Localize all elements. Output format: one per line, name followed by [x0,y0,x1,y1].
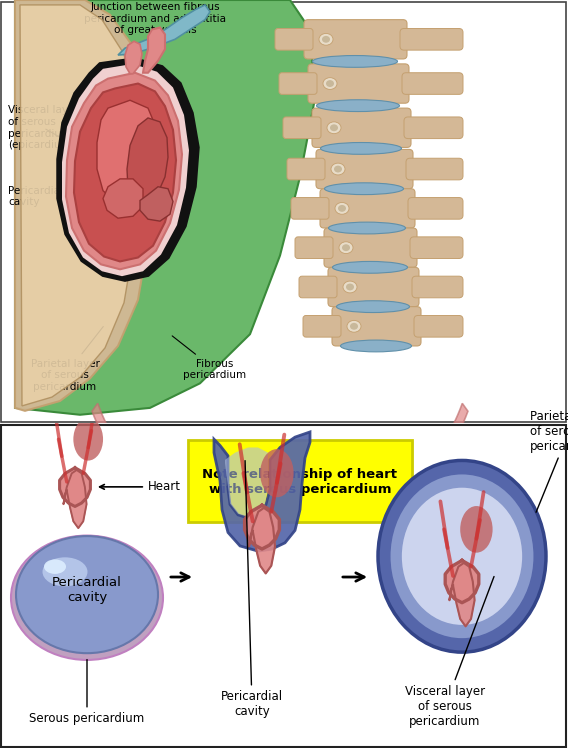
FancyBboxPatch shape [299,276,337,298]
FancyBboxPatch shape [312,108,411,147]
FancyBboxPatch shape [295,237,333,259]
Polygon shape [225,447,268,517]
Ellipse shape [16,536,158,653]
Ellipse shape [350,323,358,330]
FancyBboxPatch shape [283,117,321,138]
Ellipse shape [390,473,534,640]
Polygon shape [118,5,210,55]
Ellipse shape [320,143,402,154]
Ellipse shape [342,245,350,251]
Polygon shape [15,0,152,411]
FancyBboxPatch shape [324,228,417,267]
FancyBboxPatch shape [279,73,317,94]
Polygon shape [143,28,165,73]
Ellipse shape [330,124,338,131]
Ellipse shape [322,36,330,43]
Ellipse shape [378,461,546,652]
Text: Pericardial
cavity: Pericardial cavity [8,186,70,207]
Polygon shape [97,100,157,203]
Polygon shape [66,73,182,269]
Ellipse shape [324,183,403,194]
Polygon shape [214,432,310,551]
Ellipse shape [11,536,163,660]
FancyBboxPatch shape [291,197,329,219]
FancyBboxPatch shape [1,425,566,747]
FancyBboxPatch shape [275,28,313,50]
Polygon shape [20,5,138,406]
FancyBboxPatch shape [402,73,463,94]
FancyBboxPatch shape [188,441,412,522]
Polygon shape [245,506,279,549]
Ellipse shape [328,222,406,234]
Ellipse shape [335,203,349,214]
Ellipse shape [340,340,411,352]
FancyBboxPatch shape [406,159,463,180]
Polygon shape [74,84,176,262]
Ellipse shape [44,560,66,574]
Ellipse shape [343,281,357,293]
FancyBboxPatch shape [400,28,463,50]
Text: Note relationship of heart
with serous pericardium: Note relationship of heart with serous p… [203,468,398,496]
Text: Pericardial
cavity: Pericardial cavity [221,461,283,719]
Ellipse shape [346,283,354,290]
Ellipse shape [73,418,103,461]
FancyBboxPatch shape [1,2,566,422]
Polygon shape [127,118,168,200]
Ellipse shape [331,163,345,175]
FancyBboxPatch shape [287,159,325,180]
FancyBboxPatch shape [304,19,407,59]
FancyBboxPatch shape [408,197,463,219]
Ellipse shape [260,449,294,497]
Ellipse shape [319,34,333,45]
Polygon shape [64,470,86,528]
Polygon shape [445,560,479,603]
Ellipse shape [312,55,398,67]
Ellipse shape [326,80,334,87]
Ellipse shape [332,262,407,273]
Ellipse shape [327,122,341,134]
FancyBboxPatch shape [412,276,463,298]
Ellipse shape [336,301,410,313]
Ellipse shape [334,165,342,173]
FancyBboxPatch shape [414,316,463,337]
FancyBboxPatch shape [316,150,413,188]
FancyBboxPatch shape [410,237,463,259]
Polygon shape [249,508,275,574]
FancyBboxPatch shape [303,316,341,337]
Ellipse shape [43,557,87,586]
Text: Serous pericardium: Serous pericardium [30,660,145,726]
Text: Fibrous
pericardium: Fibrous pericardium [172,336,247,380]
Polygon shape [92,403,468,541]
Ellipse shape [338,205,346,212]
FancyBboxPatch shape [404,117,463,138]
FancyBboxPatch shape [320,188,415,228]
Ellipse shape [316,99,399,111]
Polygon shape [103,179,143,218]
Polygon shape [15,0,315,414]
Ellipse shape [460,506,492,553]
Text: Junction between fibrous
pericardium and adventitia
of great vessels: Junction between fibrous pericardium and… [84,2,226,40]
Polygon shape [58,59,198,280]
Polygon shape [62,64,189,276]
Polygon shape [449,563,475,626]
Polygon shape [60,468,90,506]
Text: Visceral layer
of serous
pericardium
(epicardium): Visceral layer of serous pericardium (ep… [8,105,79,150]
Ellipse shape [401,487,523,626]
Text: Heart: Heart [99,480,181,494]
Text: Pericardial
cavity: Pericardial cavity [52,577,122,604]
FancyBboxPatch shape [328,267,419,307]
Ellipse shape [339,242,353,254]
Text: Visceral layer
of serous
pericardium: Visceral layer of serous pericardium [405,577,494,728]
FancyBboxPatch shape [308,64,409,103]
Text: Parietal layer
of serous
pericardium: Parietal layer of serous pericardium [31,327,103,392]
Polygon shape [125,41,142,74]
Ellipse shape [323,78,337,90]
Ellipse shape [347,320,361,332]
FancyBboxPatch shape [332,307,421,346]
Polygon shape [140,187,173,221]
Text: Parietal layer
of serous
pericardium: Parietal layer of serous pericardium [530,410,568,512]
